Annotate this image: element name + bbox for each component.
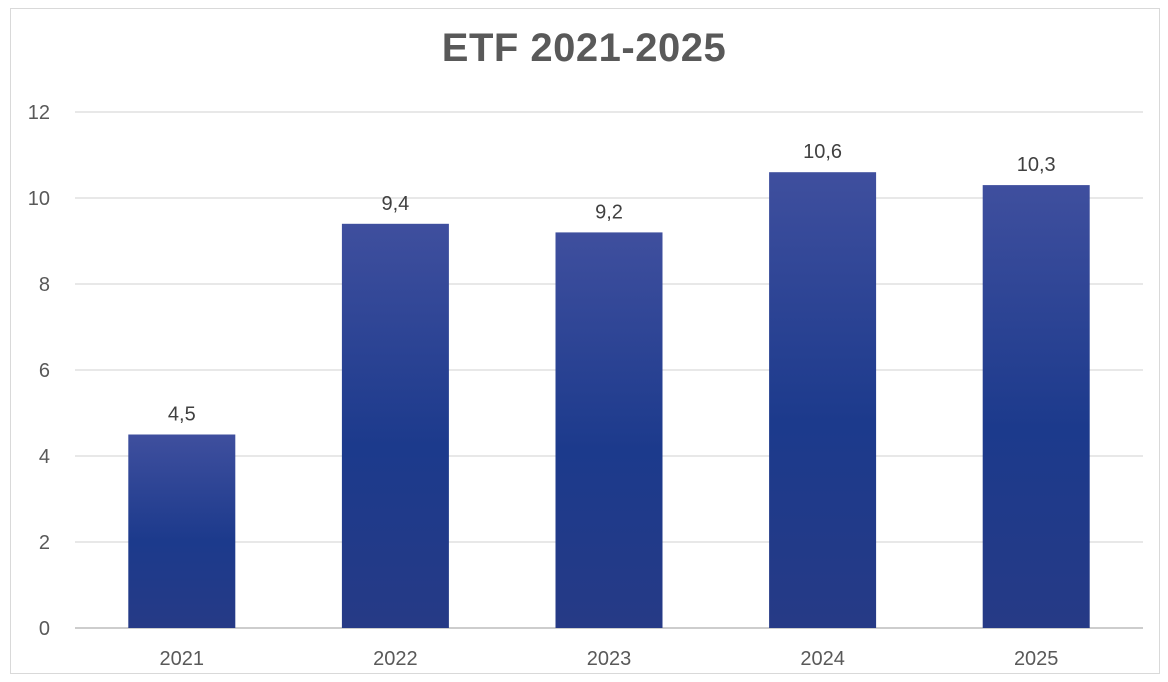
bar-2024 <box>769 172 877 628</box>
y-tick-label: 6 <box>39 360 50 382</box>
bars: 4,5 9,4 9,2 10,6 10,3 <box>128 141 1090 629</box>
data-label: 10,6 <box>803 141 842 163</box>
bar-2025 <box>982 185 1090 628</box>
y-tick-label: 2 <box>39 532 50 554</box>
data-label: 10,3 <box>1017 154 1056 176</box>
x-tick-label: 2022 <box>373 648 418 670</box>
bar-2021 <box>128 434 236 628</box>
y-tick-label: 0 <box>39 618 50 640</box>
y-tick-label: 12 <box>28 102 50 124</box>
data-label: 9,4 <box>381 193 409 215</box>
data-label: 9,2 <box>595 201 623 223</box>
bar-2023 <box>555 232 663 628</box>
x-tick-label: 2021 <box>160 648 205 670</box>
data-label: 4,5 <box>168 404 196 426</box>
y-tick-label: 8 <box>39 274 50 296</box>
y-tick-label: 4 <box>39 446 50 468</box>
bar-2022 <box>341 223 449 629</box>
y-tick-label: 10 <box>28 188 50 210</box>
x-tick-label: 2023 <box>587 648 632 670</box>
y-axis-ticks: 0 2 4 6 8 10 12 <box>28 102 50 640</box>
x-tick-label: 2024 <box>800 648 845 670</box>
x-axis-ticks: 2021 2022 2023 2024 2025 <box>160 648 1059 670</box>
chart-title: ETF 2021-2025 <box>441 26 727 70</box>
x-tick-label: 2025 <box>1014 648 1059 670</box>
